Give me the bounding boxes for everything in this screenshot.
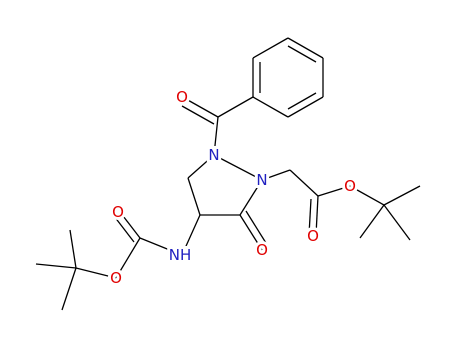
atom-label: O: [110, 269, 122, 287]
atom-label: O: [344, 177, 356, 195]
atom-label: O: [112, 203, 124, 221]
atom-label: N: [208, 146, 219, 164]
atom-label: O: [176, 88, 188, 106]
atom-label: N: [256, 171, 267, 189]
atom-label: O: [256, 241, 268, 259]
atom-label: NH: [169, 246, 192, 264]
atom-label: O: [307, 227, 319, 245]
bonds: [35, 37, 421, 311]
